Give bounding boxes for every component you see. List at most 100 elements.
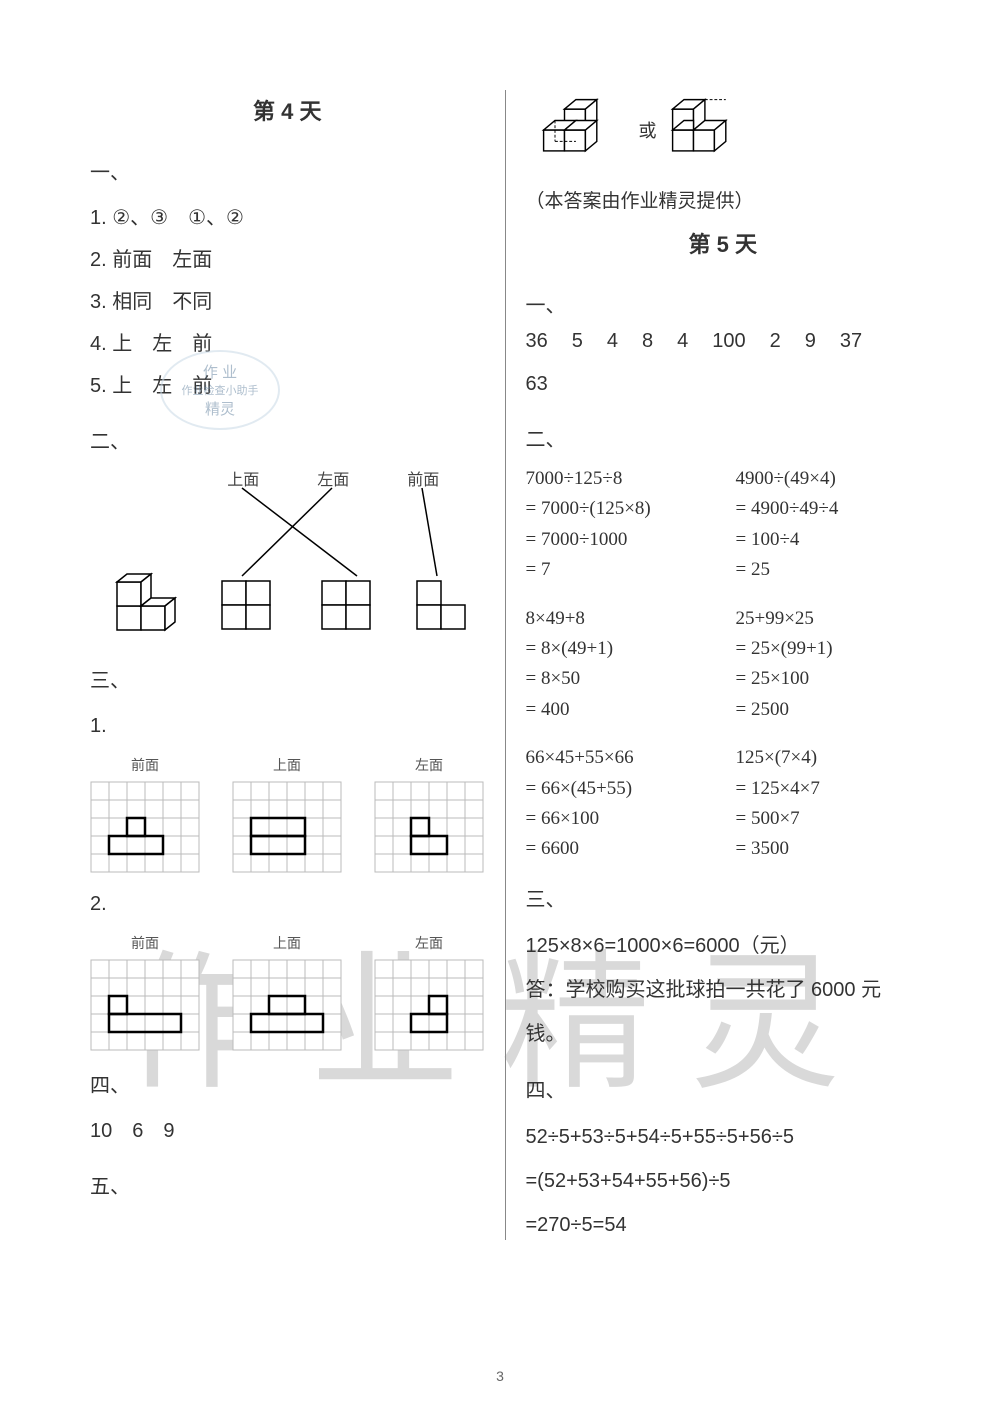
num: 5 — [572, 330, 583, 353]
q1-1: 1. ②、③ ①、② — [90, 197, 485, 239]
label-front: 前面 — [407, 466, 439, 490]
right-column: 或 （本答案由作业精灵提供） 第 5 天 一、 36 5 4 8 — [506, 80, 931, 1320]
cube-diagrams: 或 — [536, 90, 921, 170]
label-top: 上面 — [227, 466, 259, 490]
calc-line: = 8×50 — [526, 664, 676, 694]
calc-1a: 7000÷125÷8 = 7000÷(125×8) = 7000÷1000 = … — [526, 464, 676, 586]
calc-line: = 7 — [526, 555, 676, 585]
calc-line: = 8×(49+1) — [526, 634, 676, 664]
num-63: 63 — [526, 363, 921, 405]
calc-line: 8×49+8 — [526, 604, 676, 634]
s4-l2: =(52+53+54+55+56)÷5 — [526, 1159, 921, 1203]
grid-row-2: 前面 上面 — [90, 933, 485, 1051]
q1-3: 3. 相同 不同 — [90, 281, 485, 323]
page-number: 3 — [496, 1368, 504, 1384]
grid-svg-1c — [374, 781, 484, 873]
grid-svg-2c — [374, 959, 484, 1051]
num: 8 — [642, 330, 653, 353]
grid-svg-2b — [232, 959, 342, 1051]
cap-front-1: 前面 — [90, 755, 200, 775]
grid-svg-1b — [232, 781, 342, 873]
cap-top-1: 上面 — [232, 755, 342, 775]
day5-title: 第 5 天 — [526, 227, 921, 259]
label-left: 左面 — [317, 466, 349, 490]
day4-title: 第 4 天 — [90, 94, 485, 126]
grid2-top: 上面 — [232, 933, 342, 1051]
cap-left-1: 左面 — [374, 755, 484, 775]
calc-line: = 7000÷(125×8) — [526, 494, 676, 524]
calc-line: 7000÷125÷8 — [526, 464, 676, 494]
section-4-heading: 四、 — [90, 1069, 485, 1098]
section-1-heading: 一、 — [90, 156, 485, 185]
calc-row-2: 8×49+8 = 8×(49+1) = 8×50 = 400 25+99×25 … — [526, 604, 921, 726]
num: 2 — [770, 330, 781, 353]
q1-2: 2. 前面 左面 — [90, 239, 485, 281]
cube-figure-2 — [665, 90, 760, 170]
calc-line: = 100÷4 — [736, 525, 886, 555]
or-text: 或 — [639, 117, 657, 143]
s4-answers: 10 6 9 — [90, 1110, 485, 1152]
num: 36 — [526, 330, 548, 353]
cap-top-2: 上面 — [232, 933, 342, 953]
grid2-left: 左面 — [374, 933, 484, 1051]
grid1-top: 上面 — [232, 755, 342, 873]
q1-5: 5. 上 左 前 — [90, 365, 485, 407]
calc-line: = 25 — [736, 555, 886, 585]
r-section-3-heading: 三、 — [526, 883, 921, 912]
num: 37 — [840, 330, 862, 353]
calc-line: 66×45+55×66 — [526, 743, 676, 773]
s3-l2: 答：学校购买这批球拍一共花了 6000 元钱。 — [526, 968, 921, 1056]
q1-4: 4. 上 左 前 — [90, 323, 485, 365]
calc-line: = 25×100 — [736, 664, 886, 694]
r-section-4-heading: 四、 — [526, 1074, 921, 1103]
grid2-front: 前面 — [90, 933, 200, 1051]
section-5-heading: 五、 — [90, 1170, 485, 1199]
calc-line: = 4900÷49÷4 — [736, 494, 886, 524]
calc-line: = 25×(99+1) — [736, 634, 886, 664]
calc-2a: 8×49+8 = 8×(49+1) = 8×50 = 400 — [526, 604, 676, 726]
calc-1b: 4900÷(49×4) = 4900÷49÷4 = 100÷4 = 25 — [736, 464, 886, 586]
calc-3a: 66×45+55×66 = 66×(45+55) = 66×100 = 6600 — [526, 743, 676, 865]
num: 100 — [712, 330, 745, 353]
calc-line: = 2500 — [736, 695, 886, 725]
two-column-layout: 第 4 天 一、 1. ②、③ ①、② 2. 前面 左面 3. 相同 不同 4.… — [80, 80, 930, 1320]
matching-svg — [107, 466, 467, 646]
number-row: 36 5 4 8 4 100 2 9 37 — [526, 330, 921, 353]
q3-2: 2. — [90, 883, 485, 925]
num: 4 — [677, 330, 688, 353]
calc-row-1: 7000÷125÷8 = 7000÷(125×8) = 7000÷1000 = … — [526, 464, 921, 586]
num: 9 — [805, 330, 816, 353]
calc-3b: 125×(7×4) = 125×4×7 = 500×7 = 3500 — [736, 743, 886, 865]
calc-line: = 7000÷1000 — [526, 525, 676, 555]
calc-line: = 6600 — [526, 834, 676, 864]
calc-line: = 66×100 — [526, 804, 676, 834]
section-2-heading: 二、 — [90, 425, 485, 454]
r-section-1-heading: 一、 — [526, 289, 921, 318]
calc-2b: 25+99×25 = 25×(99+1) = 25×100 = 2500 — [736, 604, 886, 726]
grid-svg-2a — [90, 959, 200, 1051]
s4-l3: =270÷5=54 — [526, 1203, 921, 1247]
left-column: 第 4 天 一、 1. ②、③ ①、② 2. 前面 左面 3. 相同 不同 4.… — [80, 80, 505, 1320]
matching-diagram: 上面 左面 前面 — [107, 466, 467, 646]
num: 4 — [607, 330, 618, 353]
section-3-heading: 三、 — [90, 664, 485, 693]
cap-front-2: 前面 — [90, 933, 200, 953]
calc-line: = 125×4×7 — [736, 774, 886, 804]
calc-line: = 500×7 — [736, 804, 886, 834]
calc-line: 4900÷(49×4) — [736, 464, 886, 494]
calc-line: = 3500 — [736, 834, 886, 864]
grid-row-1: 前面 上面 — [90, 755, 485, 873]
cap-left-2: 左面 — [374, 933, 484, 953]
cube-figure-1 — [536, 90, 631, 170]
grid1-front: 前面 — [90, 755, 200, 873]
calc-line: = 66×(45+55) — [526, 774, 676, 804]
calc-line: 25+99×25 — [736, 604, 886, 634]
r-section-2-heading: 二、 — [526, 423, 921, 452]
grid-svg-1a — [90, 781, 200, 873]
calc-row-3: 66×45+55×66 = 66×(45+55) = 66×100 = 6600… — [526, 743, 921, 865]
credit-text: （本答案由作业精灵提供） — [526, 186, 921, 213]
calc-line: 125×(7×4) — [736, 743, 886, 773]
q3-1: 1. — [90, 705, 485, 747]
grid1-left: 左面 — [374, 755, 484, 873]
s3-l1: 125×8×6=1000×6=6000（元） — [526, 924, 921, 968]
